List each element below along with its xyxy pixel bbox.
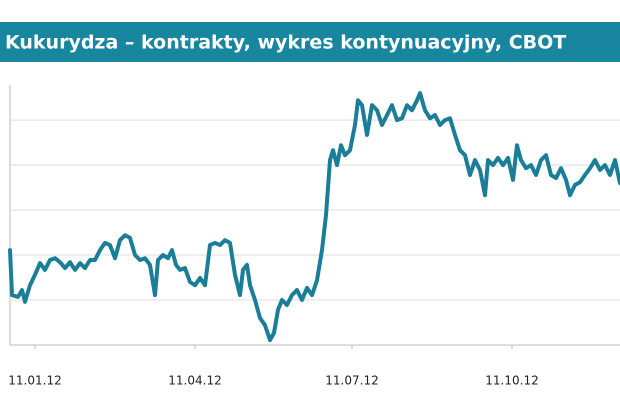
chart-title: Kukurydza – kontrakty, wykres kontynuacy… [5, 32, 566, 54]
x-tick-label: 11.10.12 [485, 374, 538, 388]
x-tick-label: 11.04.12 [168, 374, 221, 388]
x-tick-label: 11.01.12 [8, 374, 61, 388]
x-tick-label: 11.07.12 [325, 374, 378, 388]
price-line [8, 91, 620, 343]
title-bar [0, 22, 620, 62]
